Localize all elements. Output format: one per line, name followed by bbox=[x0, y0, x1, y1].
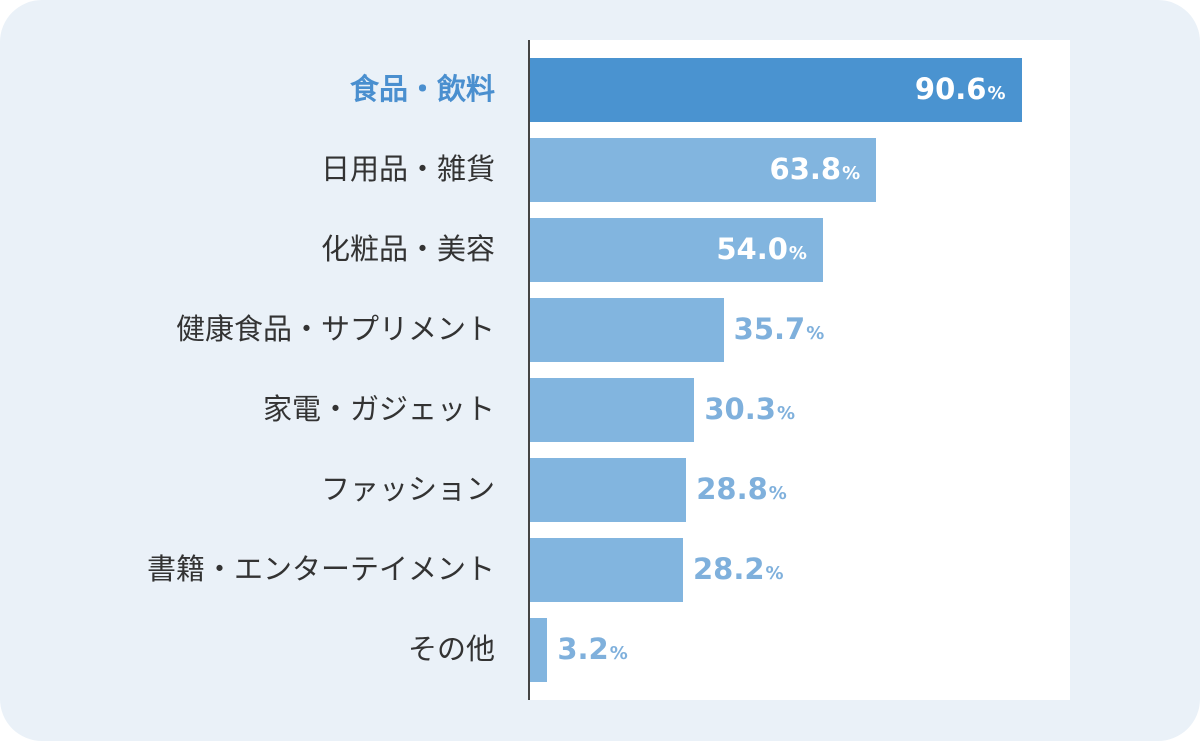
value-label: 30.3% bbox=[704, 395, 795, 424]
category-label: 日用品・雑貨 bbox=[320, 152, 495, 186]
category-label: 健康食品・サプリメント bbox=[175, 312, 495, 346]
bar bbox=[530, 298, 724, 362]
bar bbox=[530, 218, 823, 282]
value-number: 90.6 bbox=[914, 72, 987, 106]
value-label: 28.2% bbox=[693, 555, 784, 584]
value-number: 63.8 bbox=[769, 152, 842, 186]
value-number: 28.2 bbox=[692, 552, 765, 586]
category-label: 家電・ガジェット bbox=[262, 392, 495, 426]
category-label: ファッション bbox=[320, 472, 495, 506]
value-unit: % bbox=[776, 403, 795, 424]
value-number: 3.2 bbox=[557, 632, 609, 666]
value-label: 90.6% bbox=[915, 75, 1006, 104]
bar bbox=[530, 378, 695, 442]
bar bbox=[530, 618, 548, 682]
value-unit: % bbox=[806, 323, 825, 344]
category-label: 書籍・エンターテイメント bbox=[146, 552, 495, 586]
value-unit: % bbox=[765, 563, 784, 584]
value-number: 54.0 bbox=[716, 232, 788, 266]
bar bbox=[530, 58, 1022, 122]
value-unit: % bbox=[788, 243, 807, 264]
value-label: 63.8% bbox=[770, 155, 861, 184]
category-label: その他 bbox=[407, 632, 495, 666]
category-label: 化粧品・美容 bbox=[320, 232, 495, 266]
bar bbox=[530, 138, 877, 202]
category-label: 食品・飲料 bbox=[349, 72, 495, 106]
bar bbox=[530, 458, 687, 522]
value-label: 35.7% bbox=[734, 315, 825, 344]
value-label: 3.2% bbox=[557, 635, 627, 664]
value-number: 35.7 bbox=[733, 312, 806, 346]
value-number: 28.8 bbox=[696, 472, 768, 506]
value-label: 28.8% bbox=[696, 475, 787, 504]
value-number: 30.3 bbox=[704, 392, 776, 426]
value-unit: % bbox=[842, 163, 861, 184]
bar bbox=[530, 538, 683, 602]
value-unit: % bbox=[987, 83, 1006, 104]
y-axis-line bbox=[528, 40, 530, 700]
value-unit: % bbox=[609, 643, 628, 664]
value-label: 54.0% bbox=[716, 235, 807, 264]
value-unit: % bbox=[768, 483, 787, 504]
